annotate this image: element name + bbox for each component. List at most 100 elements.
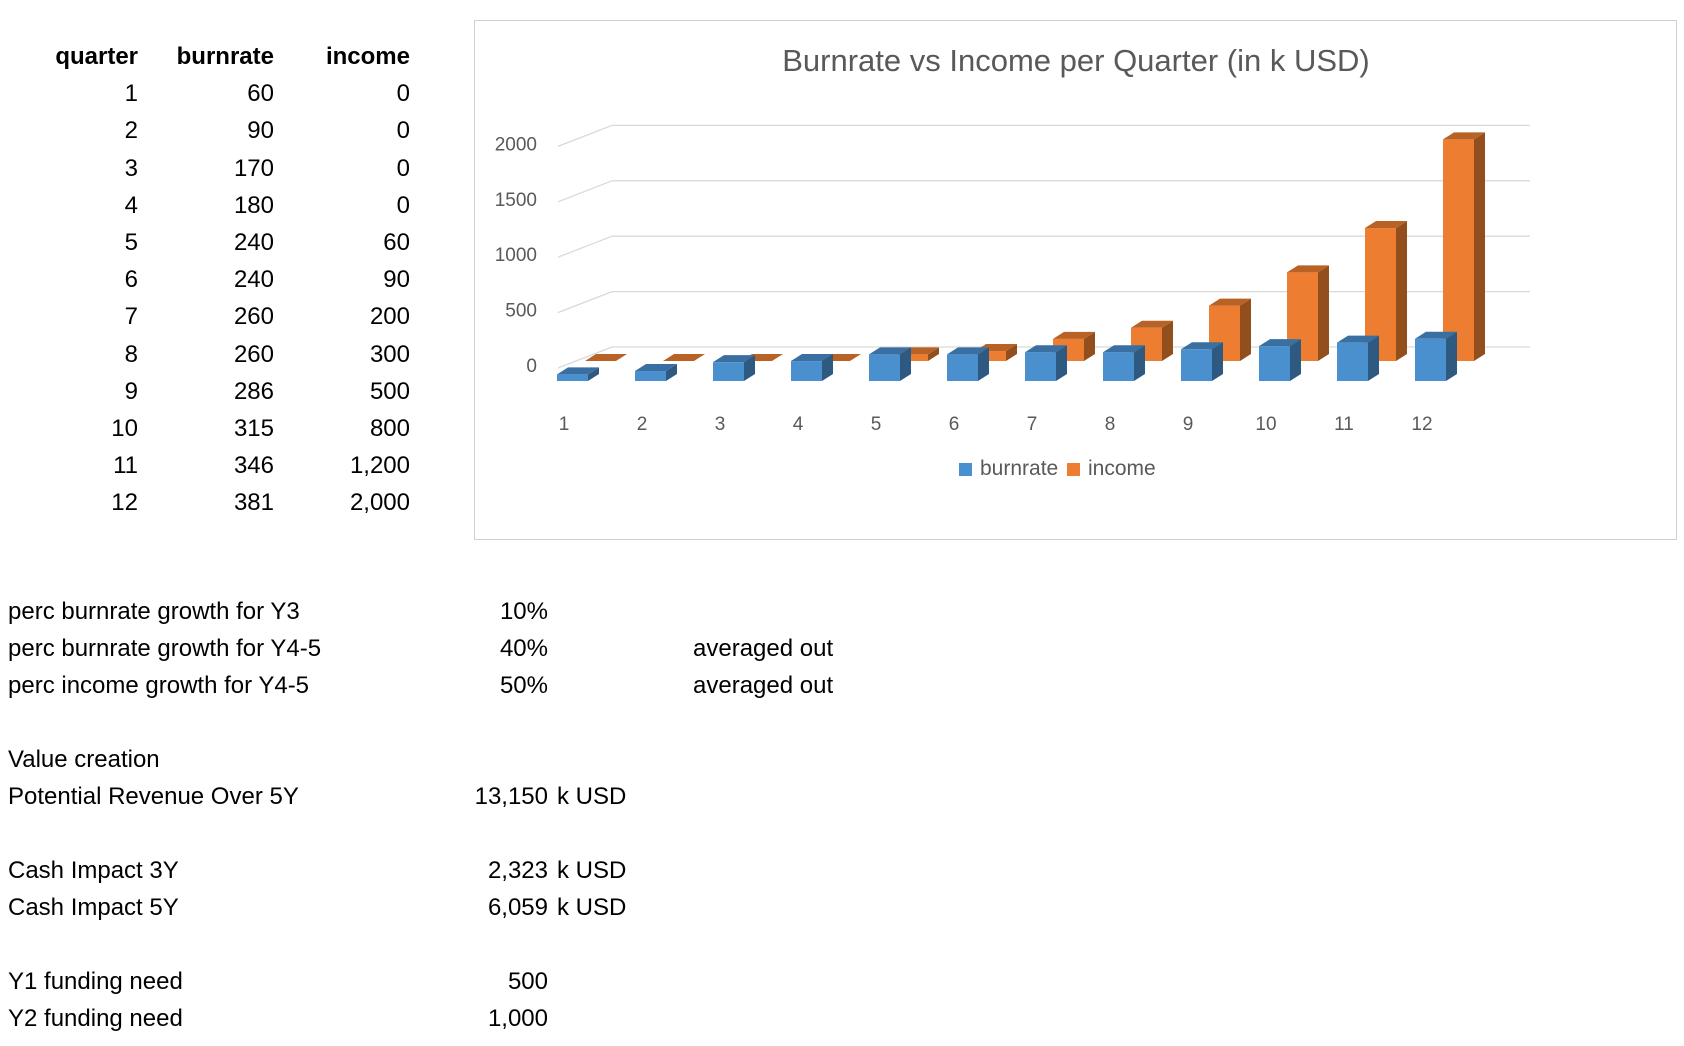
income-bar-side <box>1396 221 1407 361</box>
income-bar-top <box>663 354 705 361</box>
x-tick-label: 12 <box>1411 414 1432 435</box>
chart-svg: Burnrate vs Income per Quarter (in k USD… <box>495 43 1530 435</box>
table-header-0: quarter <box>55 43 138 70</box>
param-unit: k USD <box>557 783 627 810</box>
burnrate-bar-side <box>900 347 911 381</box>
table-header-1: burnrate <box>176 43 274 70</box>
table-cell: 6 <box>124 266 138 294</box>
x-tick-label: 7 <box>1027 414 1038 435</box>
param-value: 6,059 <box>487 894 548 921</box>
burnrate-bar-front <box>947 354 978 381</box>
param-value: 10% <box>499 598 548 625</box>
table-cell: 2,000 <box>349 489 410 517</box>
x-tick-label: 2 <box>637 414 648 435</box>
x-tick-label: 11 <box>1334 414 1354 435</box>
x-tick-label: 6 <box>949 414 960 435</box>
table-cell: 0 <box>396 117 410 145</box>
burnrate-bar-front <box>1025 352 1056 381</box>
income-bar-front <box>975 351 1006 361</box>
table-header-2: income <box>325 43 410 70</box>
param-value: 50% <box>499 672 548 699</box>
table-cell: 200 <box>369 303 410 331</box>
burnrate-bar-top <box>1337 335 1379 343</box>
gridline-side <box>557 180 613 203</box>
burnrate-bar-top <box>869 347 911 355</box>
burnrate-bar-side <box>1134 345 1145 381</box>
y-tick-label: 2000 <box>495 134 537 155</box>
burnrate-bar-top <box>1181 342 1223 350</box>
table-cell: 1 <box>124 80 138 108</box>
burnrate-bar-side <box>588 367 599 381</box>
param-note: averaged out <box>693 635 834 662</box>
burnrate-bar-top <box>1259 339 1301 347</box>
gridline-side <box>557 346 613 369</box>
param-value: 40% <box>499 635 548 662</box>
param-label: Cash Impact 5Y <box>8 894 179 921</box>
income-bar-side <box>1084 331 1095 361</box>
param-value: 13,150 <box>474 783 548 810</box>
table-cell: 500 <box>369 377 410 405</box>
param-label: Value creation <box>8 746 160 773</box>
x-tick-label: 3 <box>715 414 726 435</box>
income-bar-side <box>1318 265 1329 361</box>
param-value: 500 <box>507 968 548 995</box>
income-bar-top <box>1053 331 1095 339</box>
table-cell: 0 <box>396 80 410 108</box>
income-bar-top <box>1443 132 1485 140</box>
burnrate-bar-front <box>1259 346 1290 381</box>
table-cell: 8 <box>124 340 138 368</box>
table-cell: 180 <box>233 191 274 219</box>
burnrate-bar-side <box>978 347 989 381</box>
table-cell: 7 <box>124 303 138 331</box>
burnrate-bar-front <box>1181 349 1212 381</box>
income-bar-side <box>928 347 939 361</box>
table-cell: 90 <box>383 266 410 294</box>
table-cell: 3 <box>124 154 138 182</box>
legend-burnrate-label: burnrate <box>980 457 1059 480</box>
income-bar-side <box>1474 132 1485 361</box>
x-tick-label: 9 <box>1183 414 1194 435</box>
burnrate-bar-top <box>1415 331 1457 339</box>
legend-burnrate: burnrate <box>959 457 1058 481</box>
burnrate-bar-side <box>744 355 755 381</box>
burnrate-bar-front <box>1415 338 1446 381</box>
table-cell: 0 <box>396 191 410 219</box>
table-cell: 300 <box>369 340 410 368</box>
burnrate-bar-side <box>822 354 833 381</box>
chart-frame[interactable]: Burnrate vs Income per Quarter (in k USD… <box>474 20 1677 540</box>
burnrate-bar-top <box>557 367 599 375</box>
income-bar-top <box>1287 265 1329 273</box>
table-cell: 800 <box>369 415 410 442</box>
param-label: Potential Revenue Over 5Y <box>8 783 299 810</box>
income-bar-side <box>1240 298 1251 361</box>
burnrate-bar-top <box>635 364 677 372</box>
table-cell: 12 <box>111 489 138 517</box>
burnrate-bar-top <box>791 354 833 362</box>
chart-title: Burnrate vs Income per Quarter (in k USD… <box>782 43 1369 78</box>
burnrate-bar-top <box>713 355 755 363</box>
param-label: Y2 funding need <box>8 1005 183 1032</box>
burnrate-bar-top <box>947 347 989 355</box>
table-cell: 11 <box>113 452 138 480</box>
table-cell: 4 <box>124 191 138 219</box>
income-bar-top <box>585 354 627 361</box>
param-label: perc income growth for Y4-5 <box>8 672 310 699</box>
table-cell: 240 <box>233 266 274 294</box>
burnrate-bar-side <box>1446 331 1457 381</box>
table-cell: 286 <box>233 377 274 405</box>
table-cell: 5 <box>124 229 138 256</box>
param-note: averaged out <box>693 672 834 699</box>
table-cell: 346 <box>233 452 274 480</box>
param-unit: k USD <box>557 857 627 884</box>
income-bar-side <box>1006 344 1017 361</box>
gridline-side <box>557 124 613 148</box>
table-cell: 0 <box>396 154 410 182</box>
table-cell: 260 <box>233 303 274 331</box>
y-tick-label: 1000 <box>495 245 537 266</box>
param-label: Y1 funding need <box>8 968 183 995</box>
param-label: perc burnrate growth for Y3 <box>8 598 300 625</box>
income-bar-side <box>1162 320 1173 361</box>
income-bar-top <box>1209 298 1251 306</box>
burnrate-bar-side <box>1290 339 1301 381</box>
gridline-side <box>557 235 613 258</box>
